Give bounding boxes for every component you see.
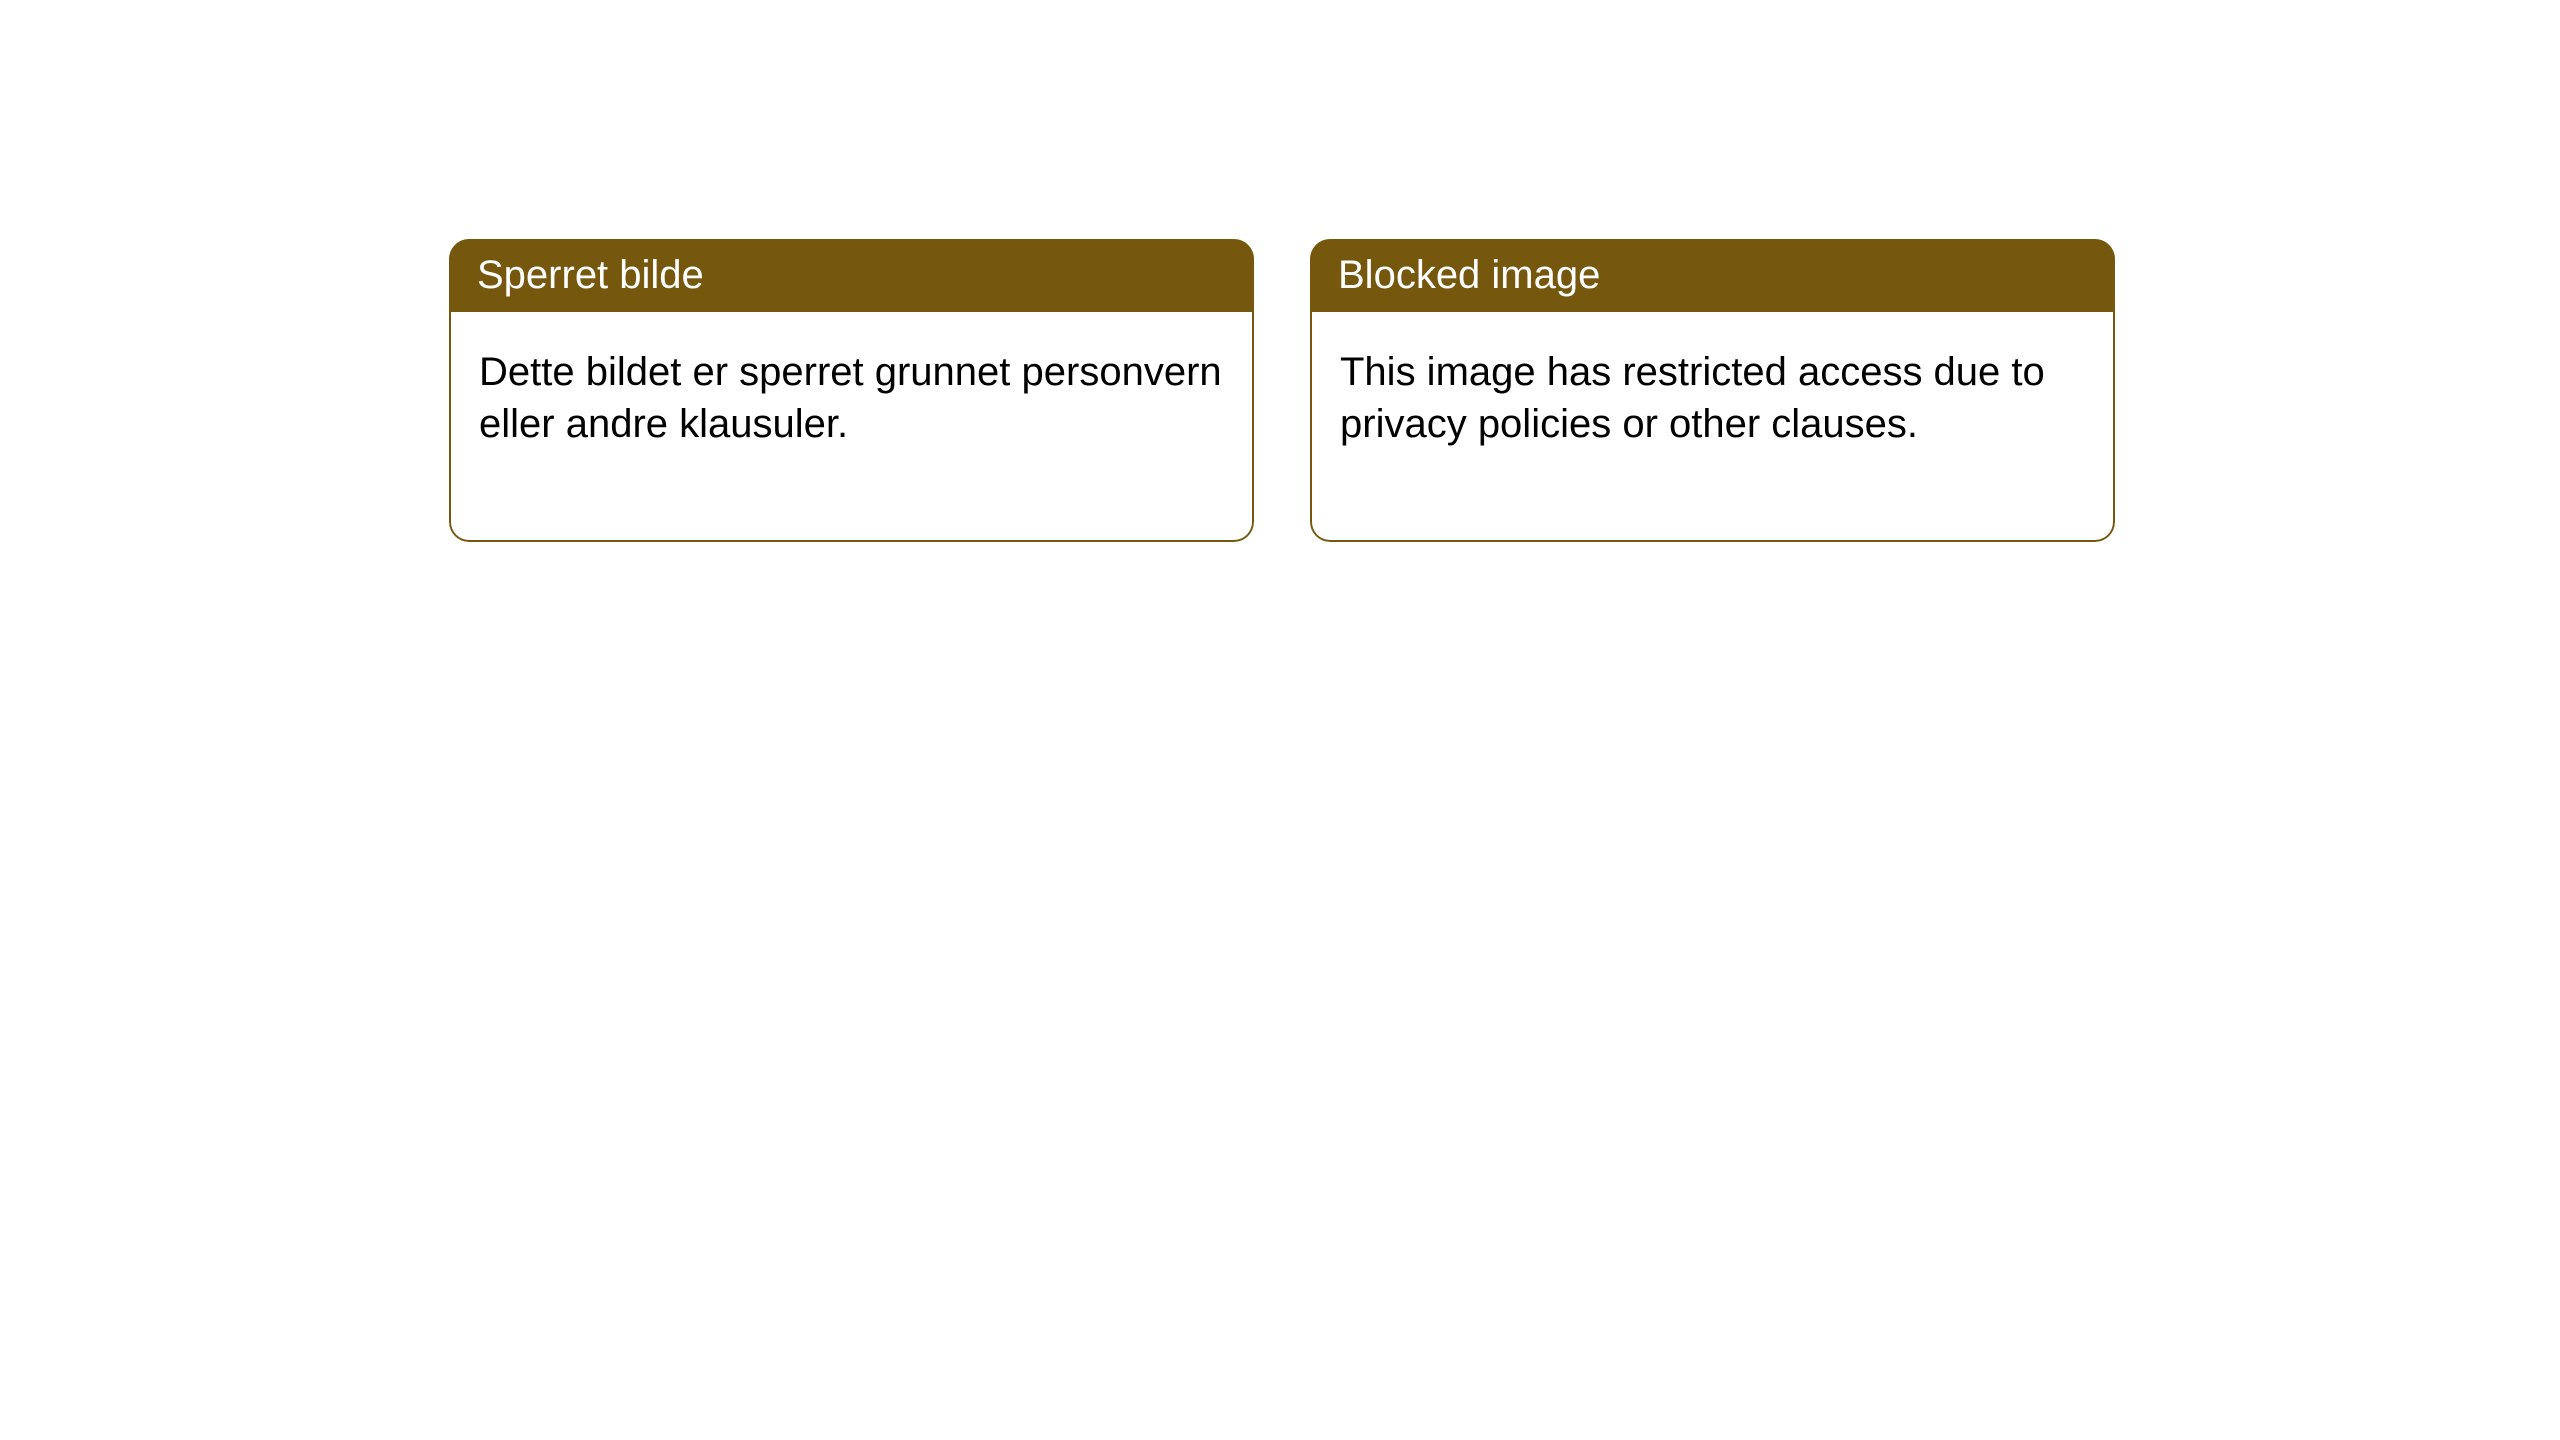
notice-title: Blocked image bbox=[1310, 239, 2115, 312]
notice-card-english: Blocked image This image has restricted … bbox=[1310, 239, 2115, 542]
notice-title: Sperret bilde bbox=[449, 239, 1254, 312]
notice-container: Sperret bilde Dette bildet er sperret gr… bbox=[0, 0, 2560, 542]
notice-body: This image has restricted access due to … bbox=[1310, 312, 2115, 542]
notice-body: Dette bildet er sperret grunnet personve… bbox=[449, 312, 1254, 542]
notice-card-norwegian: Sperret bilde Dette bildet er sperret gr… bbox=[449, 239, 1254, 542]
